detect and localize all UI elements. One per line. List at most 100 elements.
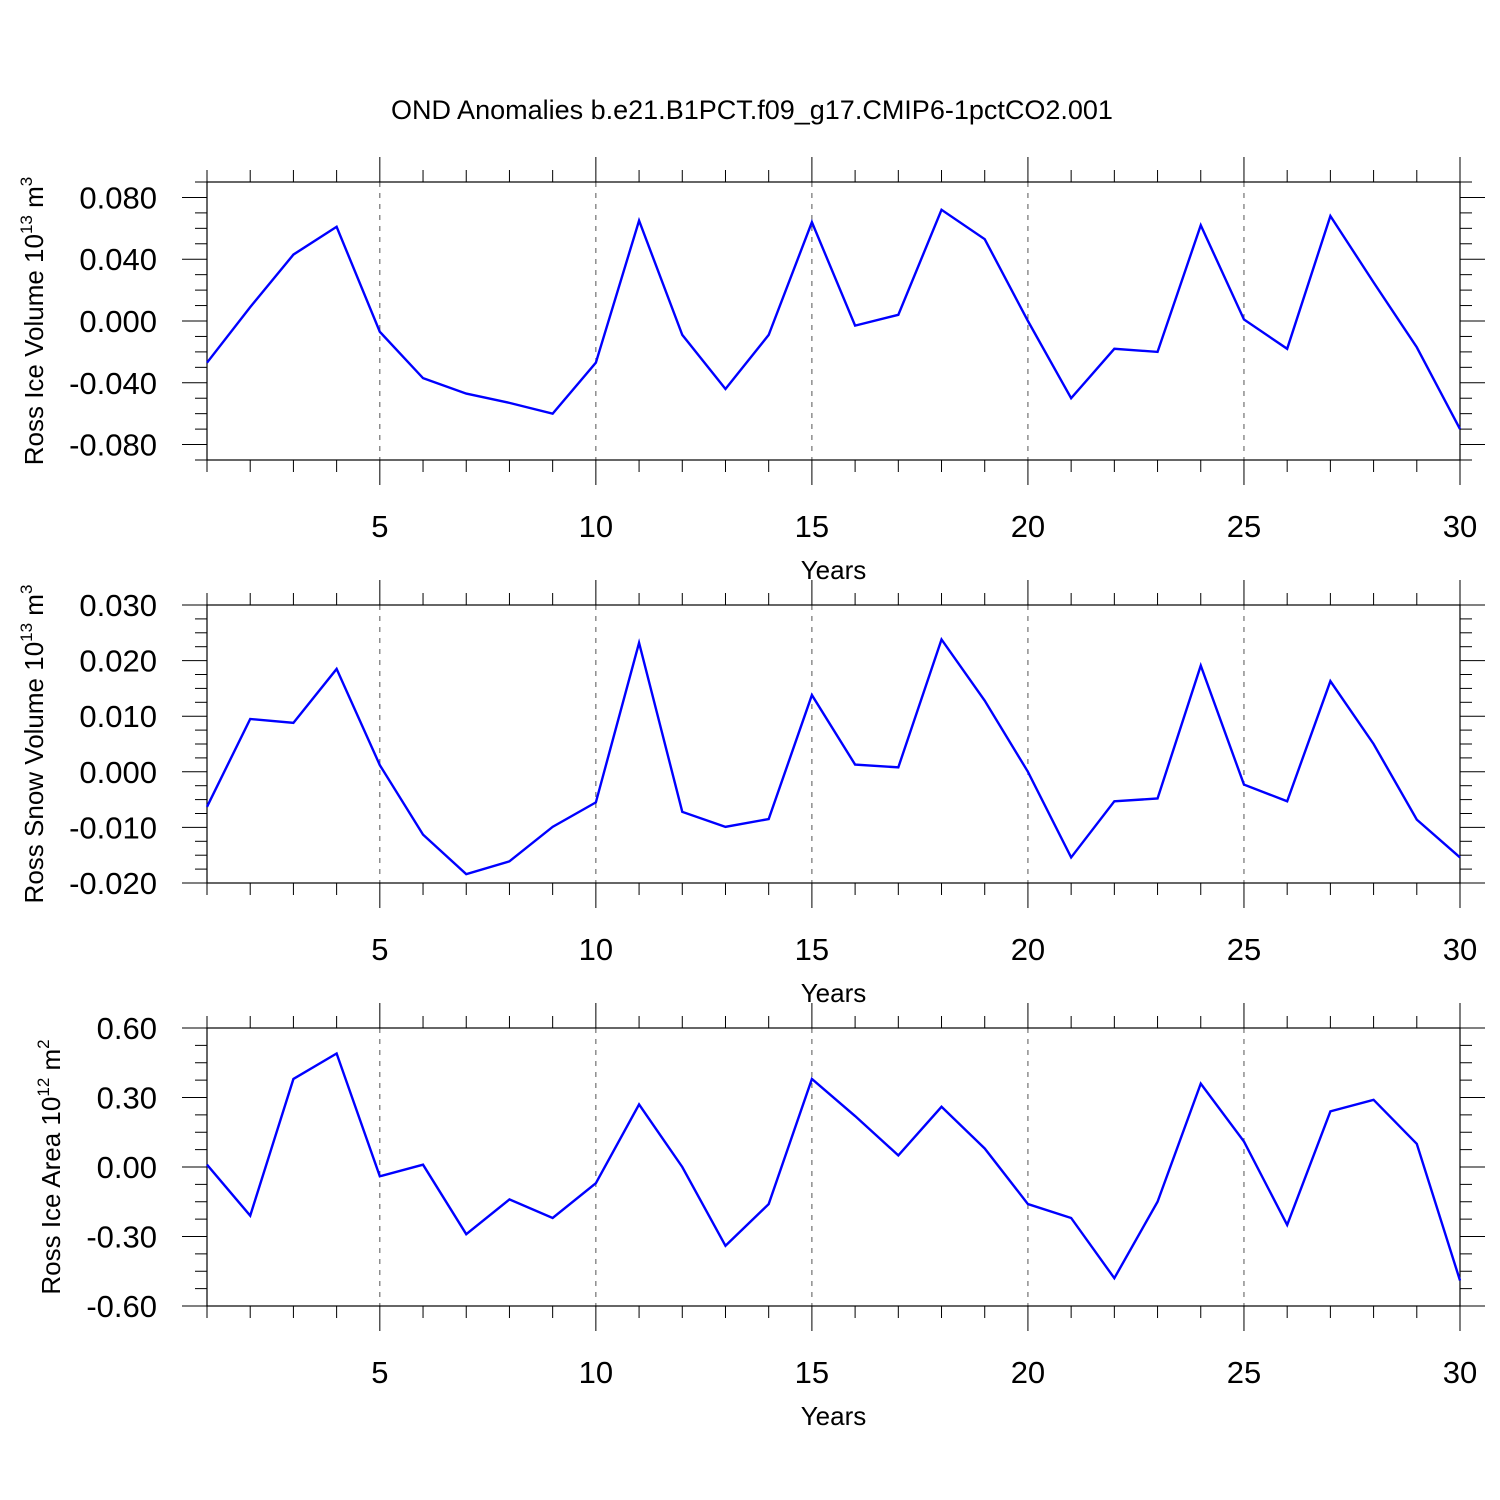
x-tick-label: 15 xyxy=(795,509,829,544)
y-axis-title: Ross Ice Volume 1013 m3 xyxy=(17,177,49,466)
data-point xyxy=(638,642,640,644)
x-tick-label: 10 xyxy=(579,1355,613,1390)
data-point xyxy=(811,1078,813,1080)
data-point xyxy=(724,1245,726,1247)
x-tick-label: 20 xyxy=(1011,932,1045,967)
x-tick-label: 30 xyxy=(1443,509,1477,544)
x-tick-label: 30 xyxy=(1443,932,1477,967)
x-tick-label: 30 xyxy=(1443,1355,1477,1390)
data-point xyxy=(335,1052,337,1054)
data-point xyxy=(508,860,510,862)
data-point xyxy=(206,1163,208,1165)
x-tick-label: 5 xyxy=(371,509,388,544)
data-point xyxy=(1459,1279,1461,1281)
data-point xyxy=(638,1103,640,1105)
x-tick-label: 25 xyxy=(1227,932,1261,967)
y-tick-label: -0.60 xyxy=(86,1289,157,1324)
y-axis-title-text: Ross Ice Volume 10 xyxy=(19,234,49,465)
y-tick-label: 0.000 xyxy=(79,304,157,339)
y-axis-title-unit-exponent: 3 xyxy=(17,585,36,594)
x-tick-label: 20 xyxy=(1011,509,1045,544)
data-point xyxy=(1070,1217,1072,1219)
y-tick-label: 0.60 xyxy=(97,1011,157,1046)
data-point xyxy=(724,826,726,828)
y-tick-label: 0.020 xyxy=(79,644,157,679)
data-point xyxy=(379,331,381,333)
data-point xyxy=(811,694,813,696)
x-axis-title: Years xyxy=(801,1401,867,1431)
data-point xyxy=(249,306,251,308)
data-point xyxy=(465,1233,467,1235)
data-point xyxy=(422,377,424,379)
data-point xyxy=(595,1182,597,1184)
panel-2: 5 10 15 20 25 30 -0.020 -0.010 0.000 0.010 0.020 0.… xyxy=(17,580,1485,1008)
data-point xyxy=(1200,664,1202,666)
data-point xyxy=(1286,348,1288,350)
x-tick-label: 25 xyxy=(1227,1355,1261,1390)
plot-frame xyxy=(206,604,1461,884)
panel-1: 5 10 15 20 25 30 -0.080 -0.040 0.000 0.040 0.080 Ye… xyxy=(17,157,1485,585)
data-point xyxy=(681,811,683,813)
y-tick-label: 0.030 xyxy=(79,588,157,623)
data-point xyxy=(508,1198,510,1200)
data-point xyxy=(206,806,208,808)
data-point xyxy=(422,1163,424,1165)
y-axis-title-text: Ross Snow Volume 10 xyxy=(19,642,49,904)
y-axis-title-exponent: 13 xyxy=(17,215,36,234)
chart-title: OND Anomalies b.e21.B1PCT.f09_g17.CMIP6-… xyxy=(391,95,1113,125)
data-point xyxy=(1156,797,1158,799)
data-point xyxy=(1027,320,1029,322)
data-point xyxy=(724,388,726,390)
data-point xyxy=(1113,348,1115,350)
data-point xyxy=(1329,680,1331,682)
data-point xyxy=(1070,397,1072,399)
series-line xyxy=(206,1051,1462,1281)
data-point xyxy=(1070,856,1072,858)
series-line xyxy=(206,207,1462,430)
data-point xyxy=(767,1203,769,1205)
y-tick-label: 0.000 xyxy=(79,755,157,790)
data-point xyxy=(638,219,640,221)
y-tick-label: -0.040 xyxy=(69,366,157,401)
y-axis-title-exponent: 13 xyxy=(17,623,36,642)
y-tick-label: 0.00 xyxy=(97,1150,157,1185)
y-axis-title-unit-exponent: 3 xyxy=(17,177,36,186)
data-point xyxy=(508,402,510,404)
data-point xyxy=(422,833,424,835)
x-tick-label: 10 xyxy=(579,932,613,967)
data-point xyxy=(379,764,381,766)
x-tick-label: 20 xyxy=(1011,1355,1045,1390)
data-point xyxy=(1286,1224,1288,1226)
data-point xyxy=(940,638,942,640)
y-tick-label: 0.040 xyxy=(79,242,157,277)
data-point xyxy=(249,718,251,720)
data-point xyxy=(854,1115,856,1117)
data-point xyxy=(1156,1201,1158,1203)
data-point xyxy=(897,766,899,768)
y-axis-title-unit-exponent: 2 xyxy=(34,1039,53,1048)
data-point xyxy=(854,324,856,326)
data-point xyxy=(1200,224,1202,226)
data-point xyxy=(811,221,813,223)
data-point xyxy=(335,226,337,228)
data-point xyxy=(1200,1082,1202,1084)
y-axis-title-exponent: 12 xyxy=(34,1078,53,1097)
data-point xyxy=(1459,428,1461,430)
data-point xyxy=(1416,1143,1418,1145)
data-point xyxy=(1329,215,1331,217)
panel-3: 5 10 15 20 25 30 -0.60 -0.30 0.00 0.30 0.60 Years Ro… xyxy=(34,1003,1485,1431)
data-point xyxy=(1372,281,1374,283)
data-point xyxy=(1156,351,1158,353)
data-point xyxy=(1027,1203,1029,1205)
data-point xyxy=(595,362,597,364)
data-point xyxy=(335,668,337,670)
data-point xyxy=(984,1147,986,1149)
panels: 5 10 15 20 25 30-0.080-0.0400.0000.0400.080Ye… xyxy=(17,157,1485,1431)
y-axis-title: Ross Snow Volume 1013 m3 xyxy=(17,585,49,904)
y-tick-label: 0.30 xyxy=(97,1081,157,1116)
plot-frame xyxy=(206,1027,1461,1307)
x-tick-label: 5 xyxy=(371,1355,388,1390)
y-axis-title-unit: m xyxy=(19,186,49,215)
data-point xyxy=(1416,346,1418,348)
x-tick-label: 15 xyxy=(795,1355,829,1390)
